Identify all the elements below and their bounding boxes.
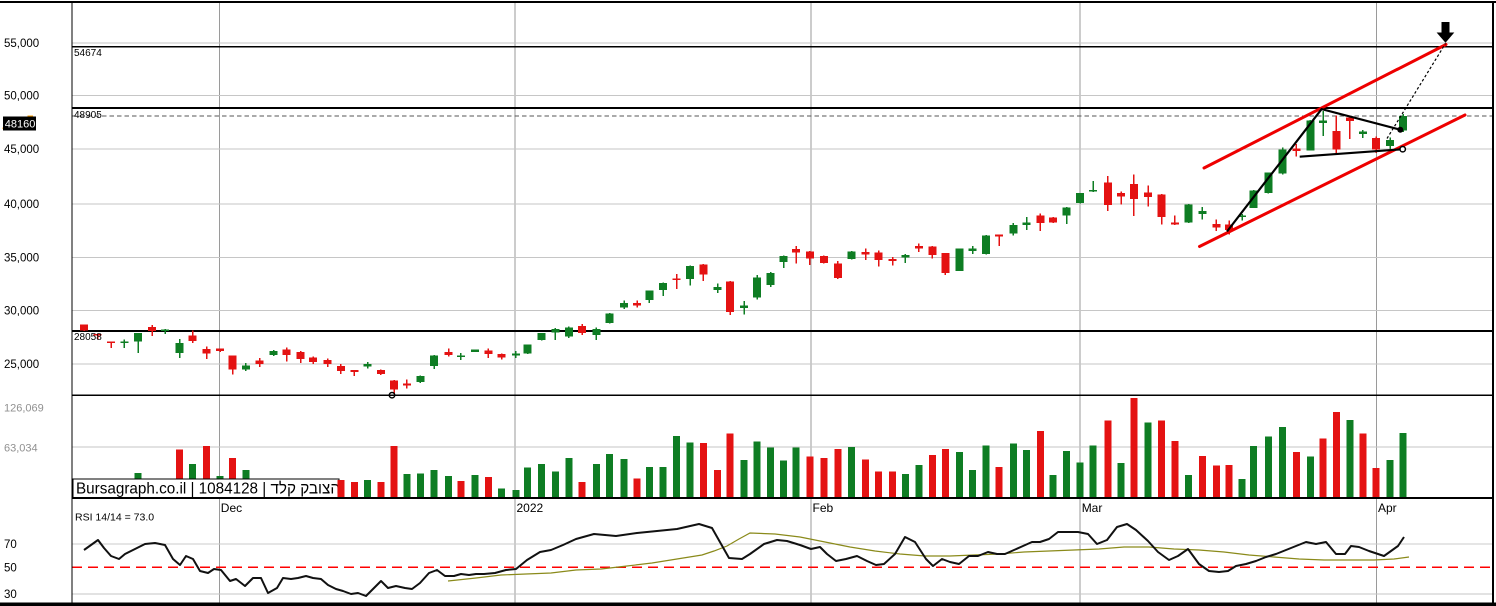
svg-text:Bursagraph.co.il | 1084128 | ד: Bursagraph.co.il | 1084128 | דלק קבוצה xyxy=(76,480,340,498)
svg-text:30,000: 30,000 xyxy=(4,306,39,318)
svg-text:30: 30 xyxy=(4,589,17,601)
svg-text:40,000: 40,000 xyxy=(4,199,39,211)
svg-text:RSI 14/14 = 73.0: RSI 14/14 = 73.0 xyxy=(75,512,154,524)
svg-text:48905: 48905 xyxy=(74,110,102,121)
svg-text:55,000: 55,000 xyxy=(4,38,39,50)
svg-text:35,000: 35,000 xyxy=(4,253,39,265)
svg-text:50,000: 50,000 xyxy=(4,91,39,103)
svg-text:45,000: 45,000 xyxy=(4,144,39,156)
svg-text:Mar: Mar xyxy=(1082,501,1103,515)
svg-text:25,000: 25,000 xyxy=(4,359,39,371)
svg-text:Apr: Apr xyxy=(1378,501,1397,515)
svg-text:70: 70 xyxy=(4,539,17,551)
svg-text:50: 50 xyxy=(4,562,17,574)
svg-text:63,034: 63,034 xyxy=(4,443,38,455)
svg-text:28058: 28058 xyxy=(74,332,102,343)
svg-text:48160: 48160 xyxy=(5,119,36,131)
svg-text:Dec: Dec xyxy=(221,501,242,515)
svg-text:2022: 2022 xyxy=(517,501,544,515)
svg-text:54674: 54674 xyxy=(74,48,102,59)
svg-text:126,069: 126,069 xyxy=(4,403,44,415)
svg-text:Feb: Feb xyxy=(813,501,834,515)
